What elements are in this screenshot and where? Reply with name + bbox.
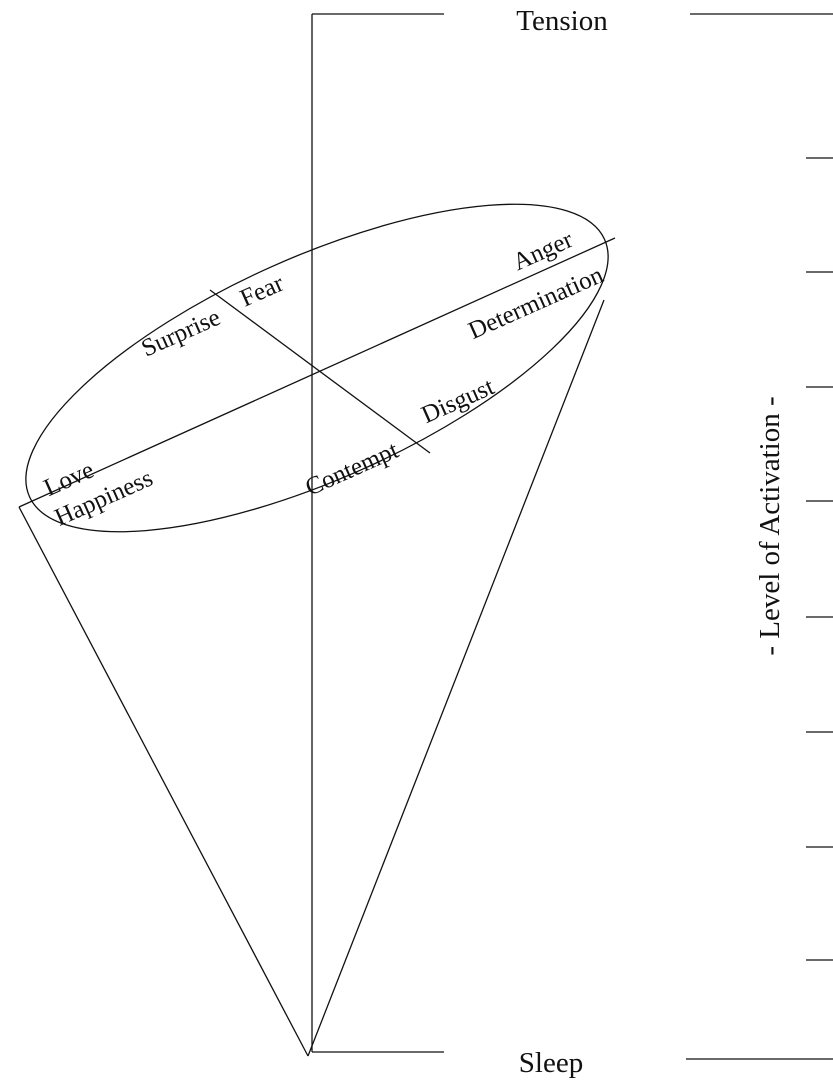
level-of-activation-label: - Level of Activation - bbox=[754, 396, 786, 655]
emotion-ellipse bbox=[25, 203, 609, 533]
tension-label: Tension bbox=[516, 5, 608, 37]
sleep-label: Sleep bbox=[519, 1047, 583, 1079]
activation-scale-ticks bbox=[686, 13, 833, 1060]
emotion-label-anger: Anger bbox=[509, 226, 578, 276]
minor-axis-line bbox=[209, 289, 431, 454]
emotion-label-disgust: Disgust bbox=[418, 373, 499, 429]
cone-left-edge bbox=[18, 506, 309, 1057]
emotion-label-contempt: Contempt bbox=[301, 437, 402, 502]
emotion-label-surprise: Surprise bbox=[137, 304, 224, 363]
cone-right-edge bbox=[307, 299, 605, 1057]
major-axis-line bbox=[18, 237, 616, 508]
emotion-label-fear: Fear bbox=[236, 270, 288, 313]
